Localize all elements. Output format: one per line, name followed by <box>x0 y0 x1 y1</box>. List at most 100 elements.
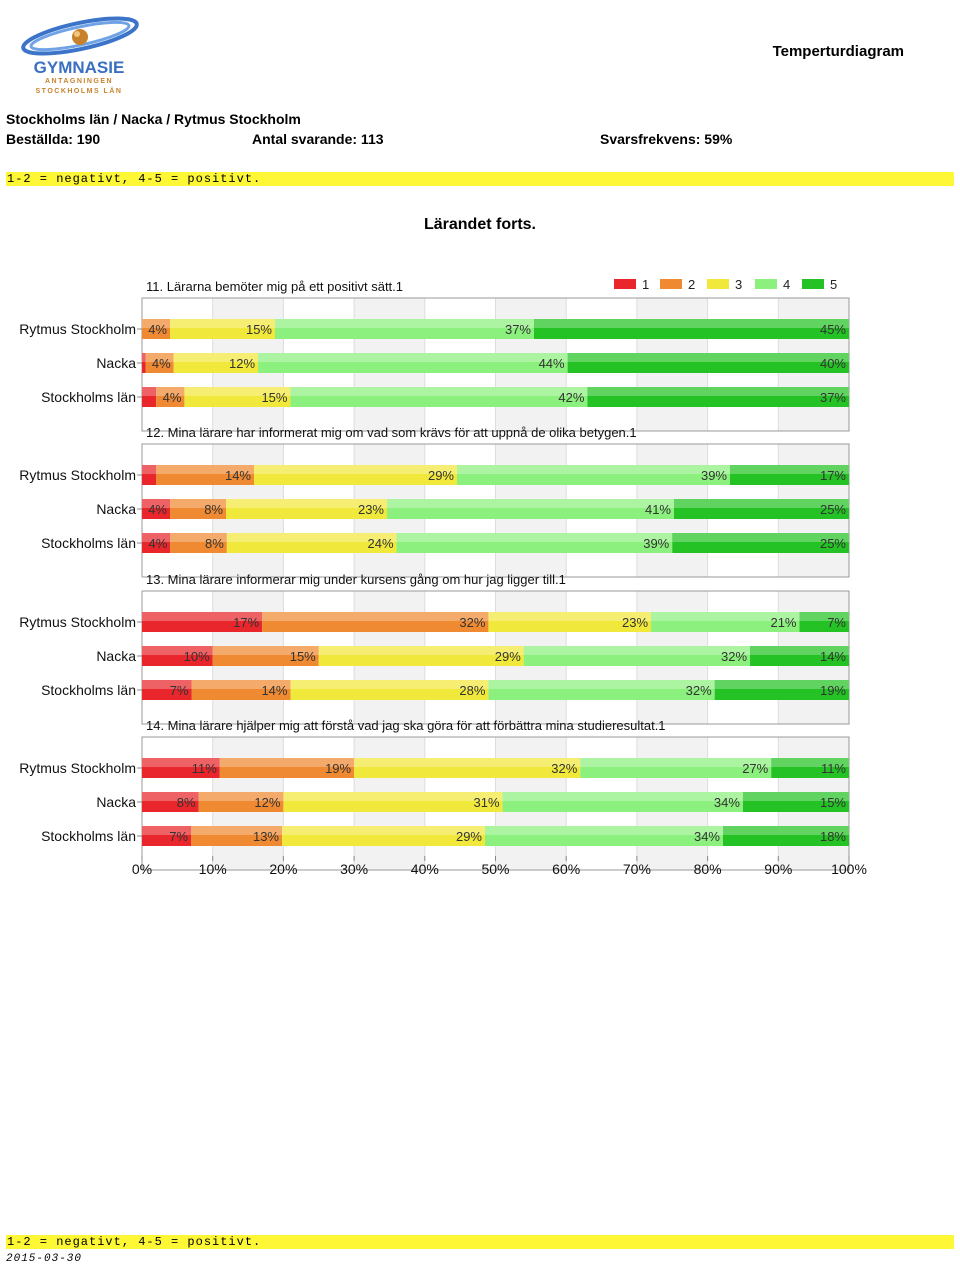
bar-segment <box>318 646 524 666</box>
legend-label-4: 4 <box>783 277 790 292</box>
bar-highlight <box>318 646 524 655</box>
data-label: 29% <box>428 468 454 483</box>
data-label: 12% <box>254 795 280 810</box>
row-label: Rytmus Stockholm <box>19 614 136 630</box>
row-label: Nacka <box>96 648 136 664</box>
row-label: Rytmus Stockholm <box>19 467 136 483</box>
data-label: 34% <box>714 795 740 810</box>
bar-segment <box>191 826 282 846</box>
bar-segment <box>142 353 146 373</box>
bar-segment <box>523 646 751 666</box>
bar-segment <box>730 465 849 485</box>
stats-row: Beställda: 190 Antal svarande: 113 Svars… <box>6 131 946 149</box>
bar-segment <box>226 533 397 553</box>
bar-highlight <box>170 533 227 542</box>
data-label: 32% <box>551 761 577 776</box>
data-label: 4% <box>148 322 167 337</box>
data-label: 4% <box>148 502 167 517</box>
bar-highlight <box>396 533 673 542</box>
bar-highlight <box>142 826 191 835</box>
section-title: Lärandet forts. <box>423 216 536 233</box>
legend-label-5: 5 <box>830 277 837 292</box>
bar-highlight <box>502 792 743 801</box>
bar-highlight <box>275 319 534 328</box>
x-tick-label: 50% <box>481 861 509 877</box>
bar-segment <box>750 646 849 666</box>
data-label: 4% <box>152 356 171 371</box>
svg-text:ANTAGNINGEN: ANTAGNINGEN <box>45 78 113 85</box>
bar-segment <box>742 792 849 812</box>
bar-highlight <box>254 465 457 474</box>
bar-highlight <box>212 646 319 655</box>
bar-highlight <box>198 792 284 801</box>
footer-legend-note: 1-2 = negativt, 4-5 = positivt. <box>6 1235 954 1249</box>
bar-highlight <box>580 758 772 767</box>
x-tick-label: 60% <box>552 861 580 877</box>
row-label: Stockholms län <box>41 682 136 698</box>
data-label: 14% <box>261 683 287 698</box>
bar-highlight <box>142 680 192 689</box>
data-label: 34% <box>694 829 720 844</box>
data-label: 12% <box>229 356 255 371</box>
x-tick-label: 70% <box>623 861 651 877</box>
bar-highlight <box>587 387 849 396</box>
bar-highlight <box>651 612 800 621</box>
bar-segment <box>488 680 715 700</box>
data-label: 37% <box>505 322 531 337</box>
data-label: 11% <box>821 761 846 776</box>
bar-segment <box>567 353 849 373</box>
bar-segment <box>587 387 849 407</box>
bar-segment <box>275 319 534 339</box>
data-label: 18% <box>820 829 846 844</box>
data-label: 14% <box>820 649 846 664</box>
data-label: 32% <box>721 649 747 664</box>
legend-swatch-3 <box>707 279 729 289</box>
bar-highlight <box>226 533 397 542</box>
data-label: 29% <box>456 829 482 844</box>
bar-highlight <box>488 612 652 621</box>
data-label: 15% <box>820 795 846 810</box>
bar-highlight <box>283 792 503 801</box>
bar-highlight <box>184 387 291 396</box>
bar-segment <box>142 319 170 339</box>
data-label: 10% <box>184 649 210 664</box>
bar-segment <box>672 533 849 553</box>
bar-highlight <box>457 465 730 474</box>
bar-highlight <box>282 826 485 835</box>
bar-highlight <box>674 499 849 508</box>
bar-highlight <box>258 353 568 362</box>
bar-segment <box>170 499 226 519</box>
bar-highlight <box>485 826 723 835</box>
legend-swatch-1 <box>614 279 636 289</box>
row-label: Stockholms län <box>41 828 136 844</box>
data-label: 7% <box>170 683 189 698</box>
bar-segment <box>354 758 581 778</box>
bar-highlight <box>226 499 387 508</box>
data-label: 8% <box>205 536 224 551</box>
data-label: 14% <box>225 468 251 483</box>
bar-segment <box>254 465 457 485</box>
bar-highlight <box>142 758 220 767</box>
data-label: 44% <box>539 356 565 371</box>
bar-segment <box>258 353 568 373</box>
bar-highlight <box>142 612 263 621</box>
data-label: 42% <box>558 390 584 405</box>
bar-segment <box>142 533 171 553</box>
data-label: 40% <box>820 356 846 371</box>
legend-swatch-5 <box>802 279 824 289</box>
bar-segment <box>191 680 291 700</box>
bar-highlight <box>750 646 849 655</box>
x-tick-label: 30% <box>340 861 368 877</box>
bar-highlight <box>156 465 254 474</box>
data-label: 17% <box>820 468 846 483</box>
bar-segment <box>723 826 849 846</box>
x-tick-label: 90% <box>764 861 792 877</box>
bar-segment <box>387 499 674 519</box>
response-rate: Svarsfrekvens: 59% <box>600 131 733 147</box>
document-title: Temperturdiagram <box>772 43 904 60</box>
data-label: 25% <box>820 502 846 517</box>
question-title: 13. Mina lärare informerar mig under kur… <box>146 572 566 587</box>
bar-segment <box>156 465 254 485</box>
report-date: 2015-03-30 <box>6 1253 83 1265</box>
data-label: 19% <box>325 761 351 776</box>
